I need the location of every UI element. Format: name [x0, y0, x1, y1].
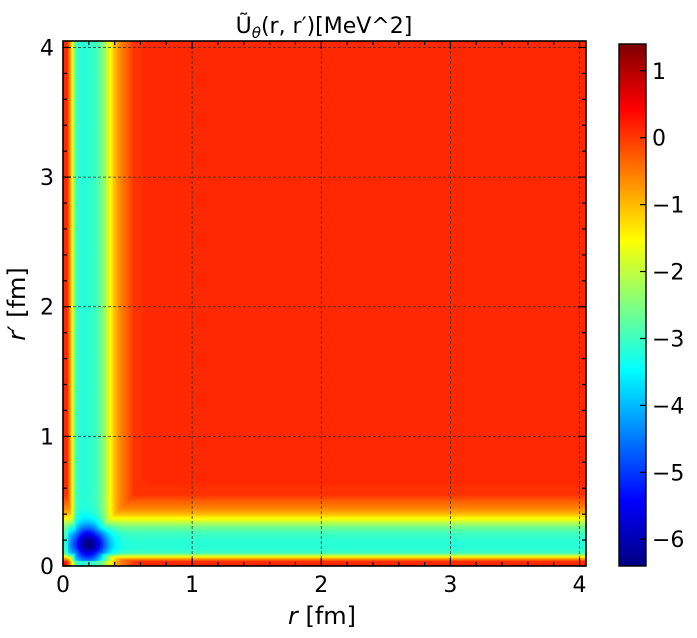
heatmap-image [63, 41, 586, 566]
title-subscript: θ [252, 24, 261, 42]
x-axis-label: r [fm] [288, 602, 356, 630]
colorbar-gradient [618, 43, 647, 567]
colorbar-tick-label: 0 [652, 127, 666, 152]
x-tick-label: 4 [573, 573, 587, 598]
x-axis-unit: [fm] [298, 602, 356, 630]
y-tick-label: 3 [40, 166, 54, 191]
y-axis-variable: r′ [3, 325, 31, 341]
colorbar-tick-labels: 1 0 −1 −2 −3 −4 −5 −6 [652, 60, 684, 553]
svg-text:Ũθ(r, r′)[MeV^2]: Ũθ(r, r′)[MeV^2] [236, 12, 413, 42]
y-tick-label: 2 [40, 296, 54, 321]
colorbar-tick-label: −3 [652, 327, 684, 352]
colorbar-tick-label: 1 [652, 60, 666, 85]
plot-frame [62, 40, 587, 567]
y-tick-label: 4 [40, 36, 54, 61]
plot-grid [63, 41, 586, 566]
title-suffix: (r, r′)[MeV^2] [261, 14, 412, 39]
x-axis-variable: r [288, 602, 300, 630]
y-axis-unit: [fm] [3, 267, 31, 325]
x-tick-label: 0 [56, 573, 70, 598]
colorbar [618, 43, 647, 567]
chart-title: Ũθ(r, r′)[MeV^2] [236, 12, 413, 42]
colorbar-tick-label: −5 [652, 461, 684, 486]
colorbar-tick-label: −4 [652, 394, 684, 419]
colorbar-tick-label: −6 [652, 528, 684, 553]
y-tick-label: 1 [40, 425, 54, 450]
x-tick-labels: 0 1 2 3 4 [56, 573, 587, 598]
title-prefix: Ũ [236, 12, 252, 39]
colorbar-tick-label: −1 [652, 194, 684, 219]
colorbar-tick-label: −2 [652, 261, 684, 286]
y-tick-label: 0 [40, 555, 54, 580]
heatmap-plot-area [63, 41, 586, 566]
y-tick-labels: 0 1 2 3 4 [40, 36, 54, 580]
x-tick-label: 3 [443, 573, 457, 598]
y-axis-label: r′ [fm] [3, 267, 31, 341]
x-tick-label: 1 [185, 573, 199, 598]
x-tick-label: 2 [314, 573, 328, 598]
